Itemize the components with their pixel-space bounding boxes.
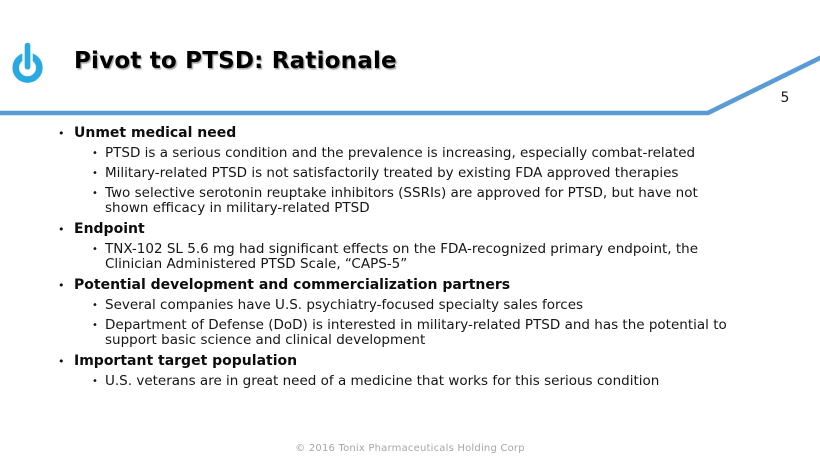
bullet-icon: • — [92, 300, 98, 311]
bullet-item-level2: • U.S. veterans are in great need of a m… — [92, 374, 808, 389]
bullet-item-level2: • Two selective serotonin reuptake inhib… — [92, 186, 808, 216]
bullet-text: Two selective serotonin reuptake inhibit… — [105, 185, 698, 216]
bullet-text: PTSD is a serious condition and the prev… — [105, 145, 696, 161]
bullet-text: Endpoint — [74, 221, 145, 237]
bullet-icon: • — [92, 168, 98, 179]
bullet-text: Military-related PTSD is not satisfactor… — [105, 165, 679, 181]
bullet-item-level1: • Potential development and commercializ… — [58, 277, 808, 294]
bullet-text: TNX-102 SL 5.6 mg had significant effect… — [105, 241, 699, 272]
bullet-icon: • — [92, 148, 98, 159]
bullet-text: Department of Defense (DoD) is intereste… — [105, 317, 727, 348]
bullet-item-level2: • PTSD is a serious condition and the pr… — [92, 146, 808, 161]
bullet-text: Important target population — [74, 353, 298, 369]
bullet-icon: • — [92, 320, 98, 331]
bullet-item-level1: • Unmet medical need — [58, 125, 808, 142]
bullet-item-level2: • Military-related PTSD is not satisfact… — [92, 166, 808, 181]
page-number: 5 — [780, 90, 790, 106]
bullet-item-level2: • Several companies have U.S. psychiatry… — [92, 298, 808, 313]
bullet-icon: • — [58, 279, 65, 292]
bullet-icon: • — [58, 127, 65, 140]
bullet-icon: • — [92, 188, 98, 199]
bullet-list: • Unmet medical need • PTSD is a serious… — [58, 125, 808, 394]
tonix-power-logo-icon — [12, 40, 43, 83]
bullet-text: U.S. veterans are in great need of a med… — [105, 373, 660, 389]
bullet-icon: • — [92, 376, 98, 387]
bullet-item-level1: • Important target population — [58, 353, 808, 370]
bullet-item-level1: • Endpoint — [58, 221, 808, 238]
bullet-item-level2: • TNX-102 SL 5.6 mg had significant effe… — [92, 242, 808, 272]
slide-title: Pivot to PTSD: Rationale — [74, 48, 397, 74]
bullet-item-level2: • Department of Defense (DoD) is interes… — [92, 318, 808, 348]
copyright-footer: © 2016 Tonix Pharmaceuticals Holding Cor… — [295, 443, 525, 454]
bullet-text: Potential development and commercializat… — [74, 277, 511, 293]
bullet-text: Several companies have U.S. psychiatry-f… — [105, 297, 584, 313]
bullet-icon: • — [58, 223, 65, 236]
bullet-text: Unmet medical need — [74, 125, 237, 141]
bullet-icon: • — [58, 355, 65, 368]
bullet-icon: • — [92, 244, 98, 255]
